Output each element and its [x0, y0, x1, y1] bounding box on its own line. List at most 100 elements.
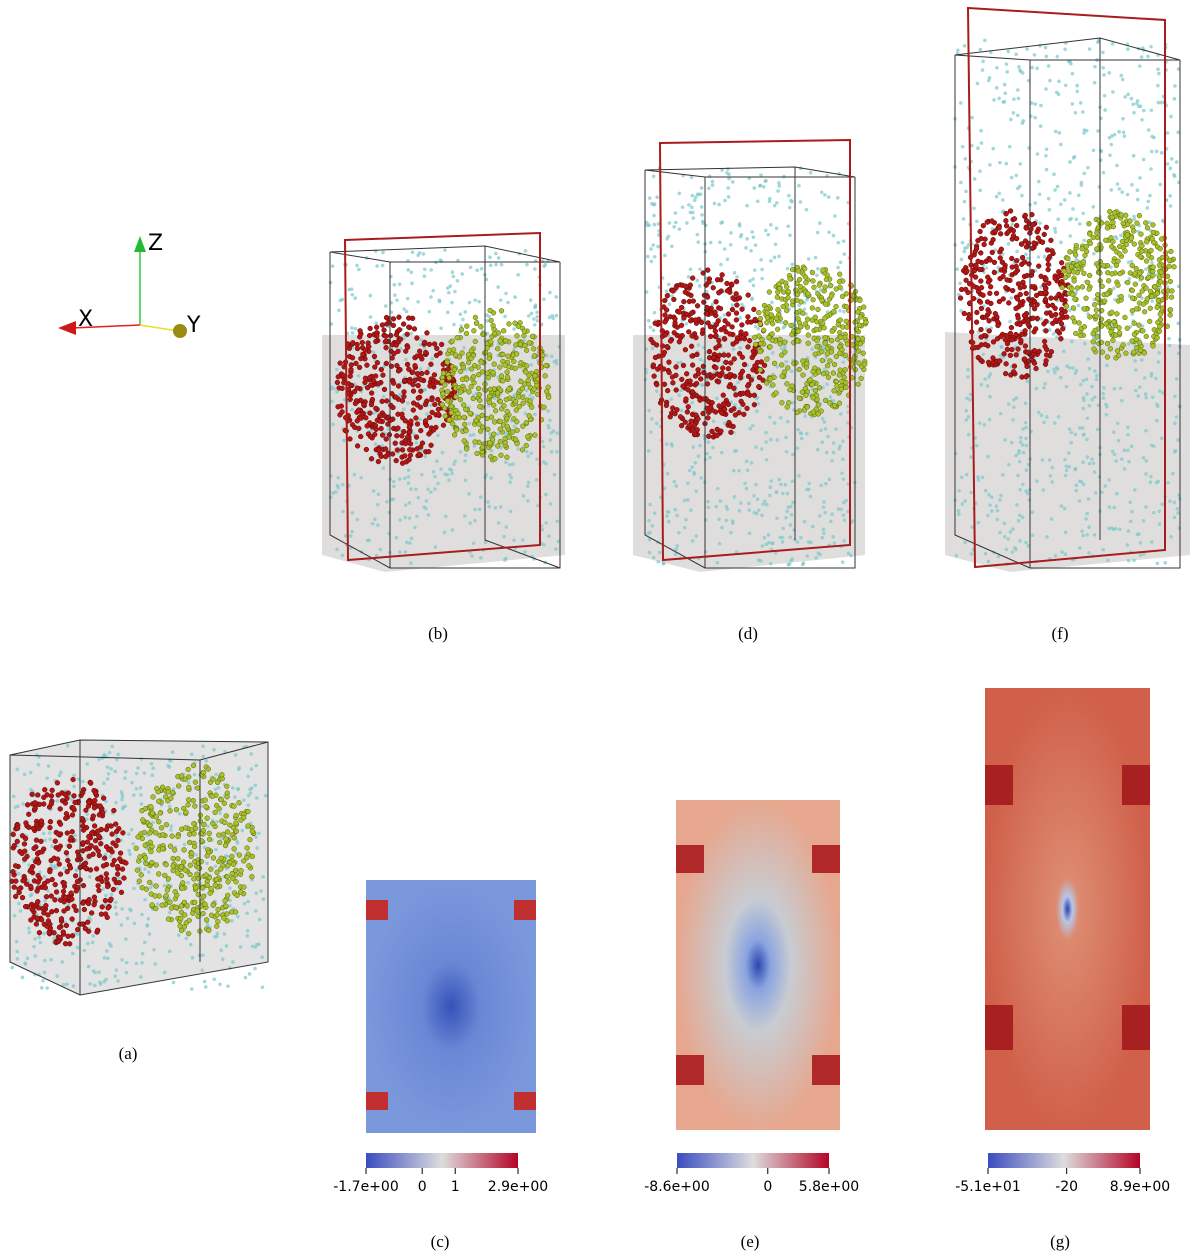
particle: [1053, 317, 1059, 323]
particle: [17, 871, 21, 876]
particle: [815, 411, 821, 417]
particle: [667, 221, 672, 225]
particle: [1084, 279, 1091, 286]
particle: [1138, 176, 1142, 180]
particle: [698, 376, 704, 382]
particle: [493, 396, 497, 401]
particle: [968, 398, 972, 402]
particle: [1053, 129, 1058, 134]
particle: [764, 430, 768, 435]
particle: [815, 306, 821, 313]
particle: [1149, 374, 1154, 378]
particle: [986, 513, 990, 518]
particle: [822, 367, 827, 371]
particle: [1112, 452, 1117, 457]
particle: [86, 853, 92, 859]
particle: [1129, 287, 1136, 294]
particle: [855, 381, 861, 387]
particle: [1009, 440, 1014, 445]
particle: [957, 512, 961, 517]
particle: [489, 476, 493, 480]
particle: [544, 353, 549, 358]
particle: [455, 410, 461, 417]
particle: [57, 821, 64, 827]
particle: [1011, 398, 1016, 402]
particle: [1003, 91, 1008, 96]
particle: [382, 338, 389, 345]
particle: [87, 915, 92, 920]
particle: [430, 356, 435, 361]
particle: [990, 355, 996, 361]
particle: [803, 279, 809, 286]
particle: [726, 186, 730, 190]
particle: [60, 960, 65, 964]
particle: [980, 292, 986, 298]
particle: [992, 310, 998, 317]
particle: [836, 196, 840, 200]
particle: [114, 912, 119, 916]
particle: [778, 535, 782, 540]
particle: [29, 791, 35, 798]
particle: [427, 383, 433, 389]
particle: [793, 538, 797, 542]
particle: [1112, 132, 1117, 137]
particle: [1149, 371, 1154, 376]
particle: [1000, 473, 1005, 477]
particle: [1064, 314, 1070, 320]
particle: [1096, 129, 1100, 133]
particle: [739, 334, 745, 341]
particle: [1052, 421, 1057, 425]
particle: [497, 426, 503, 432]
particle: [1025, 47, 1030, 51]
particle: [759, 336, 765, 343]
particle: [812, 387, 819, 394]
particle: [1041, 488, 1046, 492]
particle: [1141, 108, 1146, 113]
particle: [42, 958, 47, 963]
particle: [978, 326, 984, 333]
particle: [1018, 539, 1022, 543]
particle: [701, 221, 706, 226]
particle: [1168, 499, 1172, 504]
particle: [1015, 88, 1020, 92]
particle: [741, 361, 748, 368]
particle: [461, 402, 467, 408]
particle: [72, 773, 76, 778]
particle: [202, 979, 207, 984]
particle: [831, 388, 837, 394]
particle: [114, 871, 121, 877]
particle: [28, 917, 34, 923]
particle: [358, 433, 364, 440]
particle: [1144, 472, 1148, 476]
particle: [1048, 237, 1054, 244]
particle: [822, 340, 828, 346]
particle: [468, 347, 475, 354]
particle: [57, 806, 63, 812]
particle: [1013, 546, 1017, 550]
particle: [677, 530, 681, 535]
particle: [842, 518, 847, 523]
particle: [1043, 328, 1049, 334]
particle: [404, 361, 411, 368]
particle: [431, 470, 436, 474]
particle: [1057, 131, 1062, 135]
particle: [978, 357, 984, 363]
particle: [1055, 184, 1060, 189]
particle: [1002, 534, 1007, 539]
particle: [373, 442, 378, 446]
particle: [760, 377, 766, 383]
particle: [104, 902, 108, 907]
particle: [214, 772, 218, 777]
particle: [406, 324, 412, 330]
particle: [422, 274, 427, 278]
particle: [1145, 206, 1150, 210]
particle: [435, 411, 442, 418]
particle: [831, 233, 836, 238]
particle: [795, 328, 801, 334]
particle: [424, 506, 428, 511]
particle: [555, 519, 560, 524]
particle: [365, 538, 370, 543]
particle: [998, 246, 1004, 252]
particle: [113, 821, 119, 827]
particle: [1009, 296, 1014, 300]
